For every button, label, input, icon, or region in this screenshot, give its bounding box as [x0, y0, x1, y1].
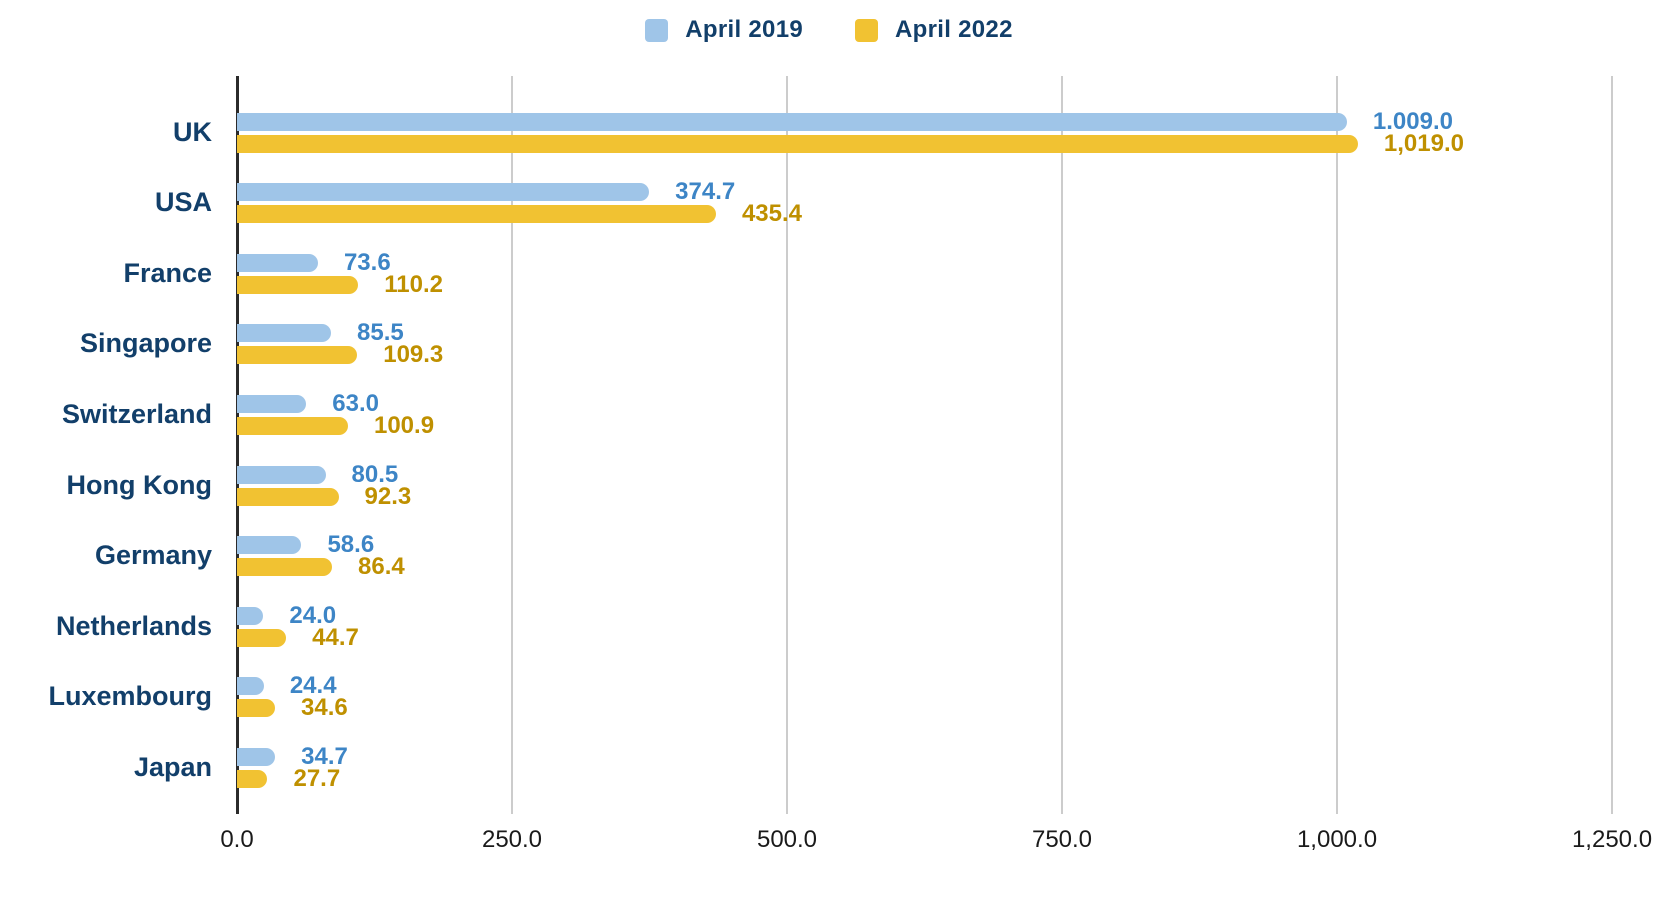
- bar-singapore-april-2022: [237, 346, 358, 365]
- gridline: [1336, 76, 1338, 814]
- category-label-france: France: [123, 257, 212, 288]
- bar-singapore-april-2019: [237, 324, 332, 343]
- value-label-usa-april-2019: 374.7: [675, 178, 736, 206]
- bar-netherlands-april-2022: [237, 628, 287, 647]
- value-label-singapore-april-2022: 109.3: [383, 341, 444, 369]
- category-label-switzerland: Switzerland: [61, 398, 212, 429]
- value-label-singapore-april-2019: 85.5: [357, 319, 404, 347]
- legend-label: April 2022: [895, 16, 1013, 43]
- chart-legend: April 2019 April 2022: [0, 16, 1658, 44]
- bar-japan-april-2019: [237, 747, 276, 766]
- category-label-hong-kong: Hong Kong: [66, 469, 212, 500]
- bar-usa-april-2022: [237, 205, 716, 224]
- bar-uk-april-2022: [237, 134, 1358, 153]
- bar-uk-april-2019: [237, 112, 1347, 131]
- bar-japan-april-2022: [237, 769, 268, 788]
- bar-france-april-2022: [237, 275, 359, 294]
- value-label-switzerland-april-2022: 100.9: [373, 411, 435, 439]
- category-label-netherlands: Netherlands: [55, 610, 212, 641]
- y-axis-line: [235, 76, 239, 814]
- bar-france-april-2019: [237, 253, 318, 272]
- value-label-luxembourg-april-2019: 24.4: [289, 672, 337, 700]
- x-tick-label: 1,000.0: [1296, 826, 1378, 853]
- value-label-hong-kong-april-2022: 92.3: [364, 482, 412, 510]
- value-label-luxembourg-april-2022: 34.6: [301, 694, 348, 722]
- bar-switzerland-april-2022: [237, 416, 348, 435]
- x-tick-label: 1,250.0: [1571, 826, 1653, 853]
- category-label-usa: USA: [154, 187, 212, 218]
- value-label-germany-april-2019: 58.6: [327, 531, 375, 559]
- bar-usa-april-2019: [237, 183, 650, 202]
- category-label-germany: Germany: [94, 540, 212, 571]
- category-label-luxembourg: Luxembourg: [48, 681, 212, 712]
- gridline: [786, 76, 788, 814]
- category-label-uk: UK: [173, 116, 212, 147]
- legend-label: April 2019: [685, 16, 803, 43]
- bar-switzerland-april-2019: [237, 394, 307, 413]
- bar-luxembourg-april-2019: [237, 677, 264, 696]
- value-label-uk-april-2019: 1.009.0: [1372, 107, 1453, 135]
- value-label-japan-april-2019: 34.7: [301, 742, 348, 770]
- legend-swatch-april-2019: [645, 18, 669, 42]
- category-label-singapore: Singapore: [79, 328, 212, 359]
- bar-netherlands-april-2019: [237, 606, 264, 625]
- category-label-japan: Japan: [133, 751, 212, 782]
- value-label-germany-april-2022: 86.4: [358, 553, 405, 581]
- legend-swatch-april-2022: [855, 18, 878, 42]
- x-tick-label: 500.0: [756, 826, 818, 853]
- x-tick-label: 250.0: [481, 826, 543, 853]
- value-label-netherlands-april-2022: 44.7: [312, 623, 359, 651]
- legend-item-april-2019: April 2019: [645, 16, 803, 44]
- legend-item-april-2022: April 2022: [855, 16, 1013, 44]
- x-tick-label: 750.0: [1031, 826, 1093, 853]
- value-label-uk-april-2022: 1,019.0: [1383, 129, 1464, 157]
- gridline: [511, 76, 513, 814]
- bar-germany-april-2019: [237, 536, 302, 555]
- value-label-france-april-2019: 73.6: [343, 248, 391, 276]
- value-label-france-april-2022: 110.2: [384, 270, 443, 298]
- bar-hong-kong-april-2019: [237, 465, 326, 484]
- value-label-japan-april-2022: 27.7: [293, 764, 341, 792]
- bar-germany-april-2022: [237, 558, 333, 577]
- value-label-switzerland-april-2019: 63.0: [332, 389, 380, 417]
- bar-hong-kong-april-2022: [237, 487, 339, 506]
- gridline: [1061, 76, 1063, 814]
- value-label-usa-april-2022: 435.4: [741, 200, 802, 228]
- value-label-netherlands-april-2019: 24.0: [289, 601, 337, 629]
- value-label-hong-kong-april-2019: 80.5: [351, 460, 399, 488]
- gridline: [1611, 76, 1613, 814]
- bar-luxembourg-april-2022: [237, 699, 276, 718]
- x-tick-label: 0.0: [220, 826, 254, 853]
